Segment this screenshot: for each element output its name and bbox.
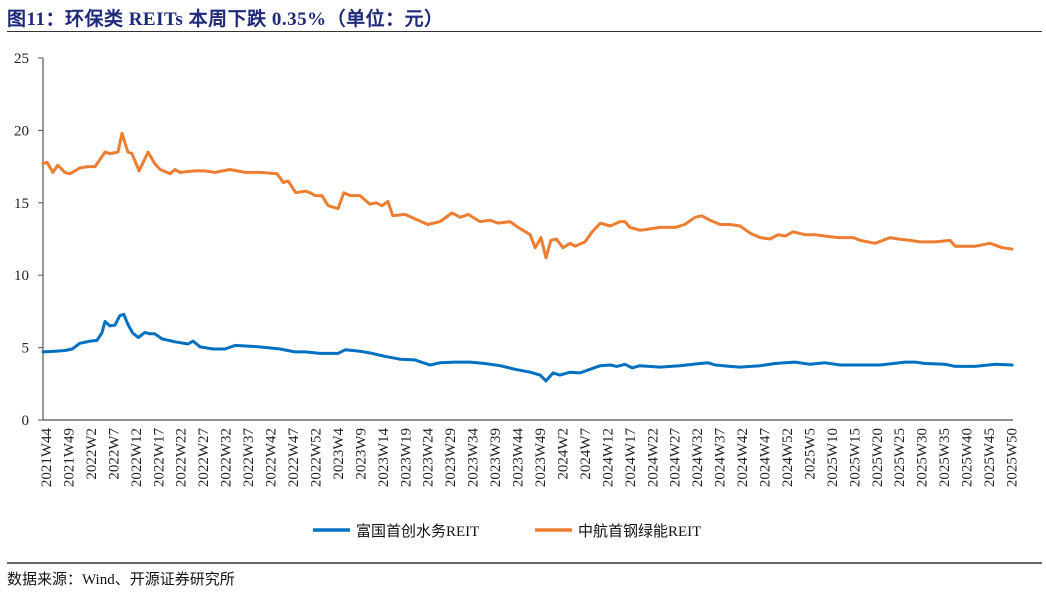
source-divider [7,562,1042,564]
x-tick-label: 2021W44 [39,428,55,488]
x-tick-label: 2025W15 [847,428,863,487]
y-tick-label: 5 [22,341,30,357]
x-tick-label: 2023W29 [443,428,459,487]
x-tick-label: 2022W2 [84,428,100,480]
y-tick-label: 25 [14,51,29,67]
y-tick-label: 10 [14,268,29,284]
x-tick-label: 2025W50 [1005,428,1021,487]
x-tick-label: 2025W45 [982,428,998,487]
title-divider [7,31,1042,32]
x-tick-label: 2023W9 [353,428,369,480]
y-tick-label: 0 [22,413,30,429]
x-tick-label: 2023W4 [331,428,347,480]
x-tick-label: 2024W22 [645,428,661,487]
x-tick-label: 2022W22 [174,428,190,487]
y-axis: 0 5 10 15 20 25 [14,51,44,429]
x-tick-label: 2025W10 [825,428,841,487]
x-tick-label: 2024W12 [600,428,616,487]
x-tick-label: 2022W37 [241,428,257,488]
series-line-fuguo-shouchuang [41,312,1014,383]
x-tick-label: 2024W52 [780,428,796,487]
x-tick-label: 2024W47 [758,428,774,488]
x-tick-label: 2025W40 [960,428,976,487]
x-tick-label: 2024W2 [555,428,571,480]
data-source-note: 数据来源：Wind、开源证券研究所 [7,572,235,588]
legend: 富国首创水务REIT 中航首钢绿能REIT [313,522,701,540]
x-tick-label: 2022W12 [129,428,145,487]
x-tick-label: 2021W49 [61,428,77,487]
x-tick-label: 2024W42 [735,428,751,487]
x-tick-label: 2023W39 [488,428,504,487]
x-tick-label: 2025W5 [802,428,818,480]
x-tick-label: 2025W35 [937,428,953,487]
x-tick-label: 2023W49 [533,428,549,487]
x-tick-label: 2022W52 [308,428,324,487]
legend-label-series-2: 中航首钢绿能REIT [578,523,701,540]
x-tick-label: 2022W47 [286,428,302,488]
chart-title: 图11：环保类 REITs 本周下跌 0.35%（单位：元） [7,9,444,30]
x-tick-label: 2025W20 [870,428,886,487]
legend-label-series-1: 富国首创水务REIT [356,522,479,540]
series-layer [41,131,1014,383]
x-tick-label: 2023W19 [398,428,414,487]
x-tick-label: 2023W24 [421,428,437,488]
x-tick-label: 2024W17 [623,428,639,488]
series-line-zhonghang-shougang [41,131,1014,260]
x-tick-label: 2022W7 [106,428,122,480]
x-tick-label: 2024W32 [690,428,706,487]
x-tick-label: 2024W27 [668,428,684,488]
x-tick-label: 2025W30 [915,428,931,487]
x-tick-label: 2023W14 [376,428,392,488]
x-tick-label: 2025W25 [892,428,908,487]
x-tick-label: 2022W17 [151,428,167,488]
x-tick-label: 2024W37 [713,428,729,488]
x-tick-label: 2023W44 [511,428,527,488]
x-tick-label: 2024W7 [578,428,594,480]
x-tick-label: 2022W32 [219,428,235,487]
x-tick-label: 2022W42 [264,428,280,487]
y-tick-label: 15 [14,196,29,212]
x-tick-label: 2022W27 [196,428,212,488]
x-tick-label: 2023W34 [466,428,482,488]
x-axis: 2021W44 2021W49 2022W2 2022W7 2022W12 2022W17… [39,419,1021,488]
y-tick-label: 20 [14,123,29,139]
